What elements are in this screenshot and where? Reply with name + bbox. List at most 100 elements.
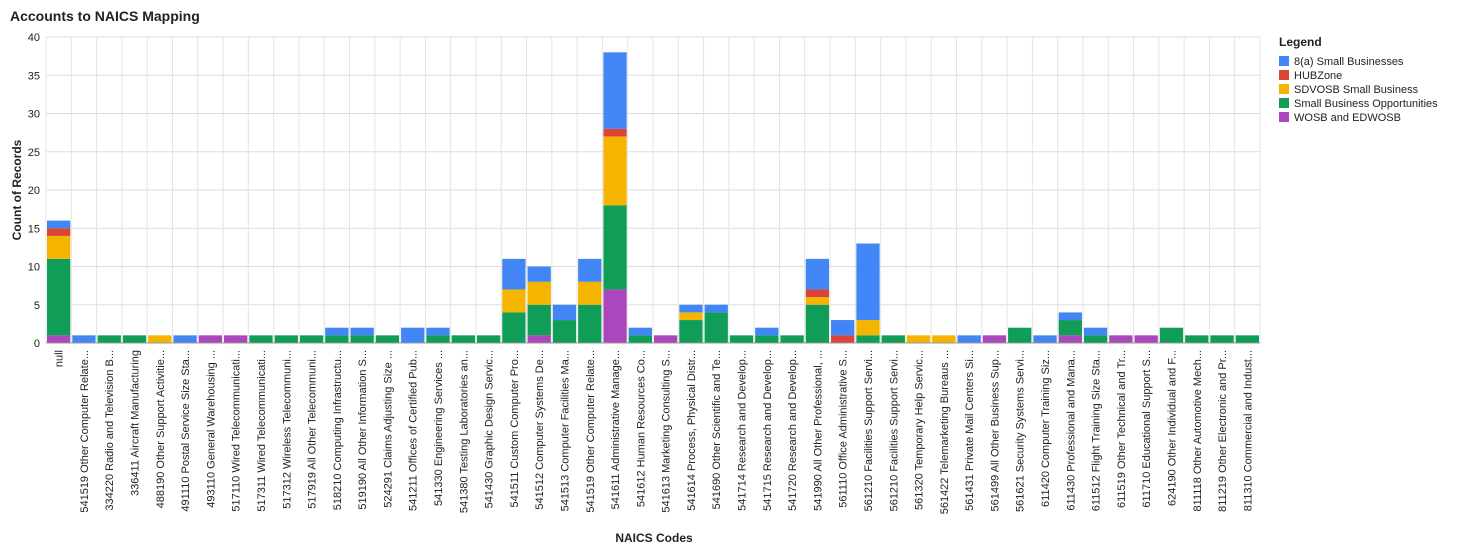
legend-label: 8(a) Small Businesses — [1294, 56, 1404, 68]
bar-segment — [679, 312, 703, 321]
bar-segment — [527, 266, 551, 282]
bar-segment — [1058, 320, 1082, 336]
x-tick-label: 561499 All Other Business Sup... — [989, 350, 1001, 511]
bar-segment — [603, 205, 627, 290]
bar-segment — [831, 320, 855, 336]
x-tick-label: 624190 Other Individual and F... — [1166, 350, 1178, 506]
x-tick-label: 541430 Graphic Design Servic... — [484, 350, 496, 508]
bar-segment — [578, 281, 602, 305]
x-tick-label: 541715 Research and Develop... — [762, 350, 774, 511]
bar-segment — [1235, 335, 1259, 343]
x-axis-title: NAICS Codes — [615, 531, 693, 545]
bar-segment — [47, 258, 71, 336]
bar-segment — [350, 327, 374, 336]
bar-segment — [805, 258, 830, 290]
x-tick-label: 517311 Wired Telecommunicati... — [256, 350, 268, 512]
bar-segment — [552, 304, 577, 321]
bar-segment — [47, 235, 71, 259]
bar-segment — [628, 335, 652, 343]
legend-swatch — [1279, 70, 1289, 80]
bar-segment — [375, 335, 400, 343]
bar-segment — [1109, 335, 1133, 343]
x-tick-label: 491110 Postal Service Size Sta... — [180, 350, 192, 512]
y-tick-label: 40 — [28, 32, 40, 44]
x-tick-label: 524291 Claims Adjusting Size ... — [382, 350, 394, 508]
bar-segment — [401, 327, 425, 343]
x-tick-label: 541720 Research and Develop... — [787, 350, 799, 511]
legend-label: SDVOSB Small Business — [1294, 84, 1419, 96]
x-tick-label: 541519 Other Computer Relate... — [79, 350, 91, 513]
bar-segment — [502, 289, 526, 313]
y-axis: 0 5 10 15 20 25 30 35 40 — [28, 32, 40, 350]
y-tick-label: 20 — [28, 185, 40, 197]
bar-segment — [628, 327, 652, 336]
x-tick-label: 561431 Private Mail Centers Si... — [964, 350, 976, 511]
x-tick-label: 336411 Aircraft Manufacturing — [130, 350, 142, 496]
bar-segment — [325, 335, 349, 343]
bar-segment — [350, 335, 374, 343]
gridlines — [45, 36, 1261, 344]
x-tick-label: 517312 Wireless Telecommuni... — [281, 350, 293, 509]
bar-segment — [1033, 335, 1057, 343]
bar-segment — [72, 335, 96, 343]
x-tick-label: 488190 Other Support Activitie... — [155, 350, 167, 508]
bar-segment — [578, 258, 602, 282]
x-tick-label: 541511 Custom Computer Pro... — [509, 350, 521, 508]
legend: Legend 8(a) Small Businesses HUBZone SDVOS… — [1279, 35, 1438, 124]
bar-segment — [1058, 335, 1082, 343]
bar-segment — [856, 335, 880, 343]
bar-segment — [856, 320, 880, 336]
legend-label: HUBZone — [1294, 70, 1342, 82]
bar-segment — [603, 136, 627, 206]
x-tick-label: 561110 Office Administrative S... — [838, 350, 850, 508]
bar-segment — [1159, 327, 1184, 343]
x-tick-label: 541611 Administrative Manage... — [610, 350, 622, 509]
legend-label: Small Business Opportunities — [1294, 98, 1438, 110]
bar-segment — [603, 128, 627, 137]
bar-segment — [249, 335, 273, 343]
bar-segment — [552, 320, 577, 343]
bar-segment — [1083, 335, 1108, 343]
x-tick-label: 611420 Computer Training Siz... — [1040, 350, 1052, 507]
bar-segment — [780, 335, 804, 343]
bar-segment — [173, 335, 197, 343]
legend-label: WOSB and EDWOSB — [1294, 112, 1401, 124]
y-tick-label: 15 — [28, 223, 40, 235]
bar-segment — [122, 335, 147, 343]
bar-segment — [578, 304, 602, 343]
bar-segment — [603, 52, 627, 129]
bar-segment — [679, 320, 703, 343]
bar-segment — [426, 327, 450, 336]
y-tick-label: 5 — [34, 300, 40, 312]
bar-segment — [654, 335, 678, 343]
bar-segment — [704, 312, 728, 343]
bar-segment — [704, 304, 728, 313]
bar-segment — [1083, 327, 1108, 336]
x-tick-label: 518210 Computing Infrastructu... — [332, 350, 344, 510]
x-tick-label: 541614 Process, Physical Distr... — [686, 350, 698, 511]
x-tick-label: 493110 General Warehousing ... — [205, 350, 217, 508]
x-tick-label: 541990 All Other Professional, ... — [812, 350, 824, 511]
x-tick-label: 517110 Wired Telecommunicati... — [231, 350, 243, 512]
bar-segment — [831, 335, 855, 343]
bars — [47, 52, 1259, 343]
x-tick-label: 561621 Security Systems Servi... — [1015, 350, 1027, 512]
bar-segment — [502, 258, 526, 290]
bar-segment — [957, 335, 981, 343]
x-tick-label: 561210 Facilities Support Servi... — [863, 350, 875, 511]
x-tick-label: 541690 Other Scientific and Te... — [711, 350, 723, 509]
y-tick-label: 25 — [28, 147, 40, 159]
x-tick-label: 541330 Engineering Services ... — [433, 350, 445, 506]
bar-segment — [527, 304, 551, 336]
x-tick-label: 811118 Other Automotive Mech... — [1192, 350, 1204, 511]
bar-segment — [906, 335, 931, 343]
bar-segment — [325, 327, 349, 336]
x-tick-label: 541380 Testing Laboratories an... — [458, 350, 470, 513]
x-tick-label: 334220 Radio and Television B... — [104, 350, 116, 511]
bar-segment — [805, 304, 830, 343]
x-axis: null 541519 Other Computer Relate... 33422… — [46, 342, 1260, 514]
x-tick-label: 811219 Other Electronic and Pr... — [1217, 350, 1229, 512]
bar-segment — [148, 335, 172, 343]
bar-segment — [805, 297, 830, 305]
